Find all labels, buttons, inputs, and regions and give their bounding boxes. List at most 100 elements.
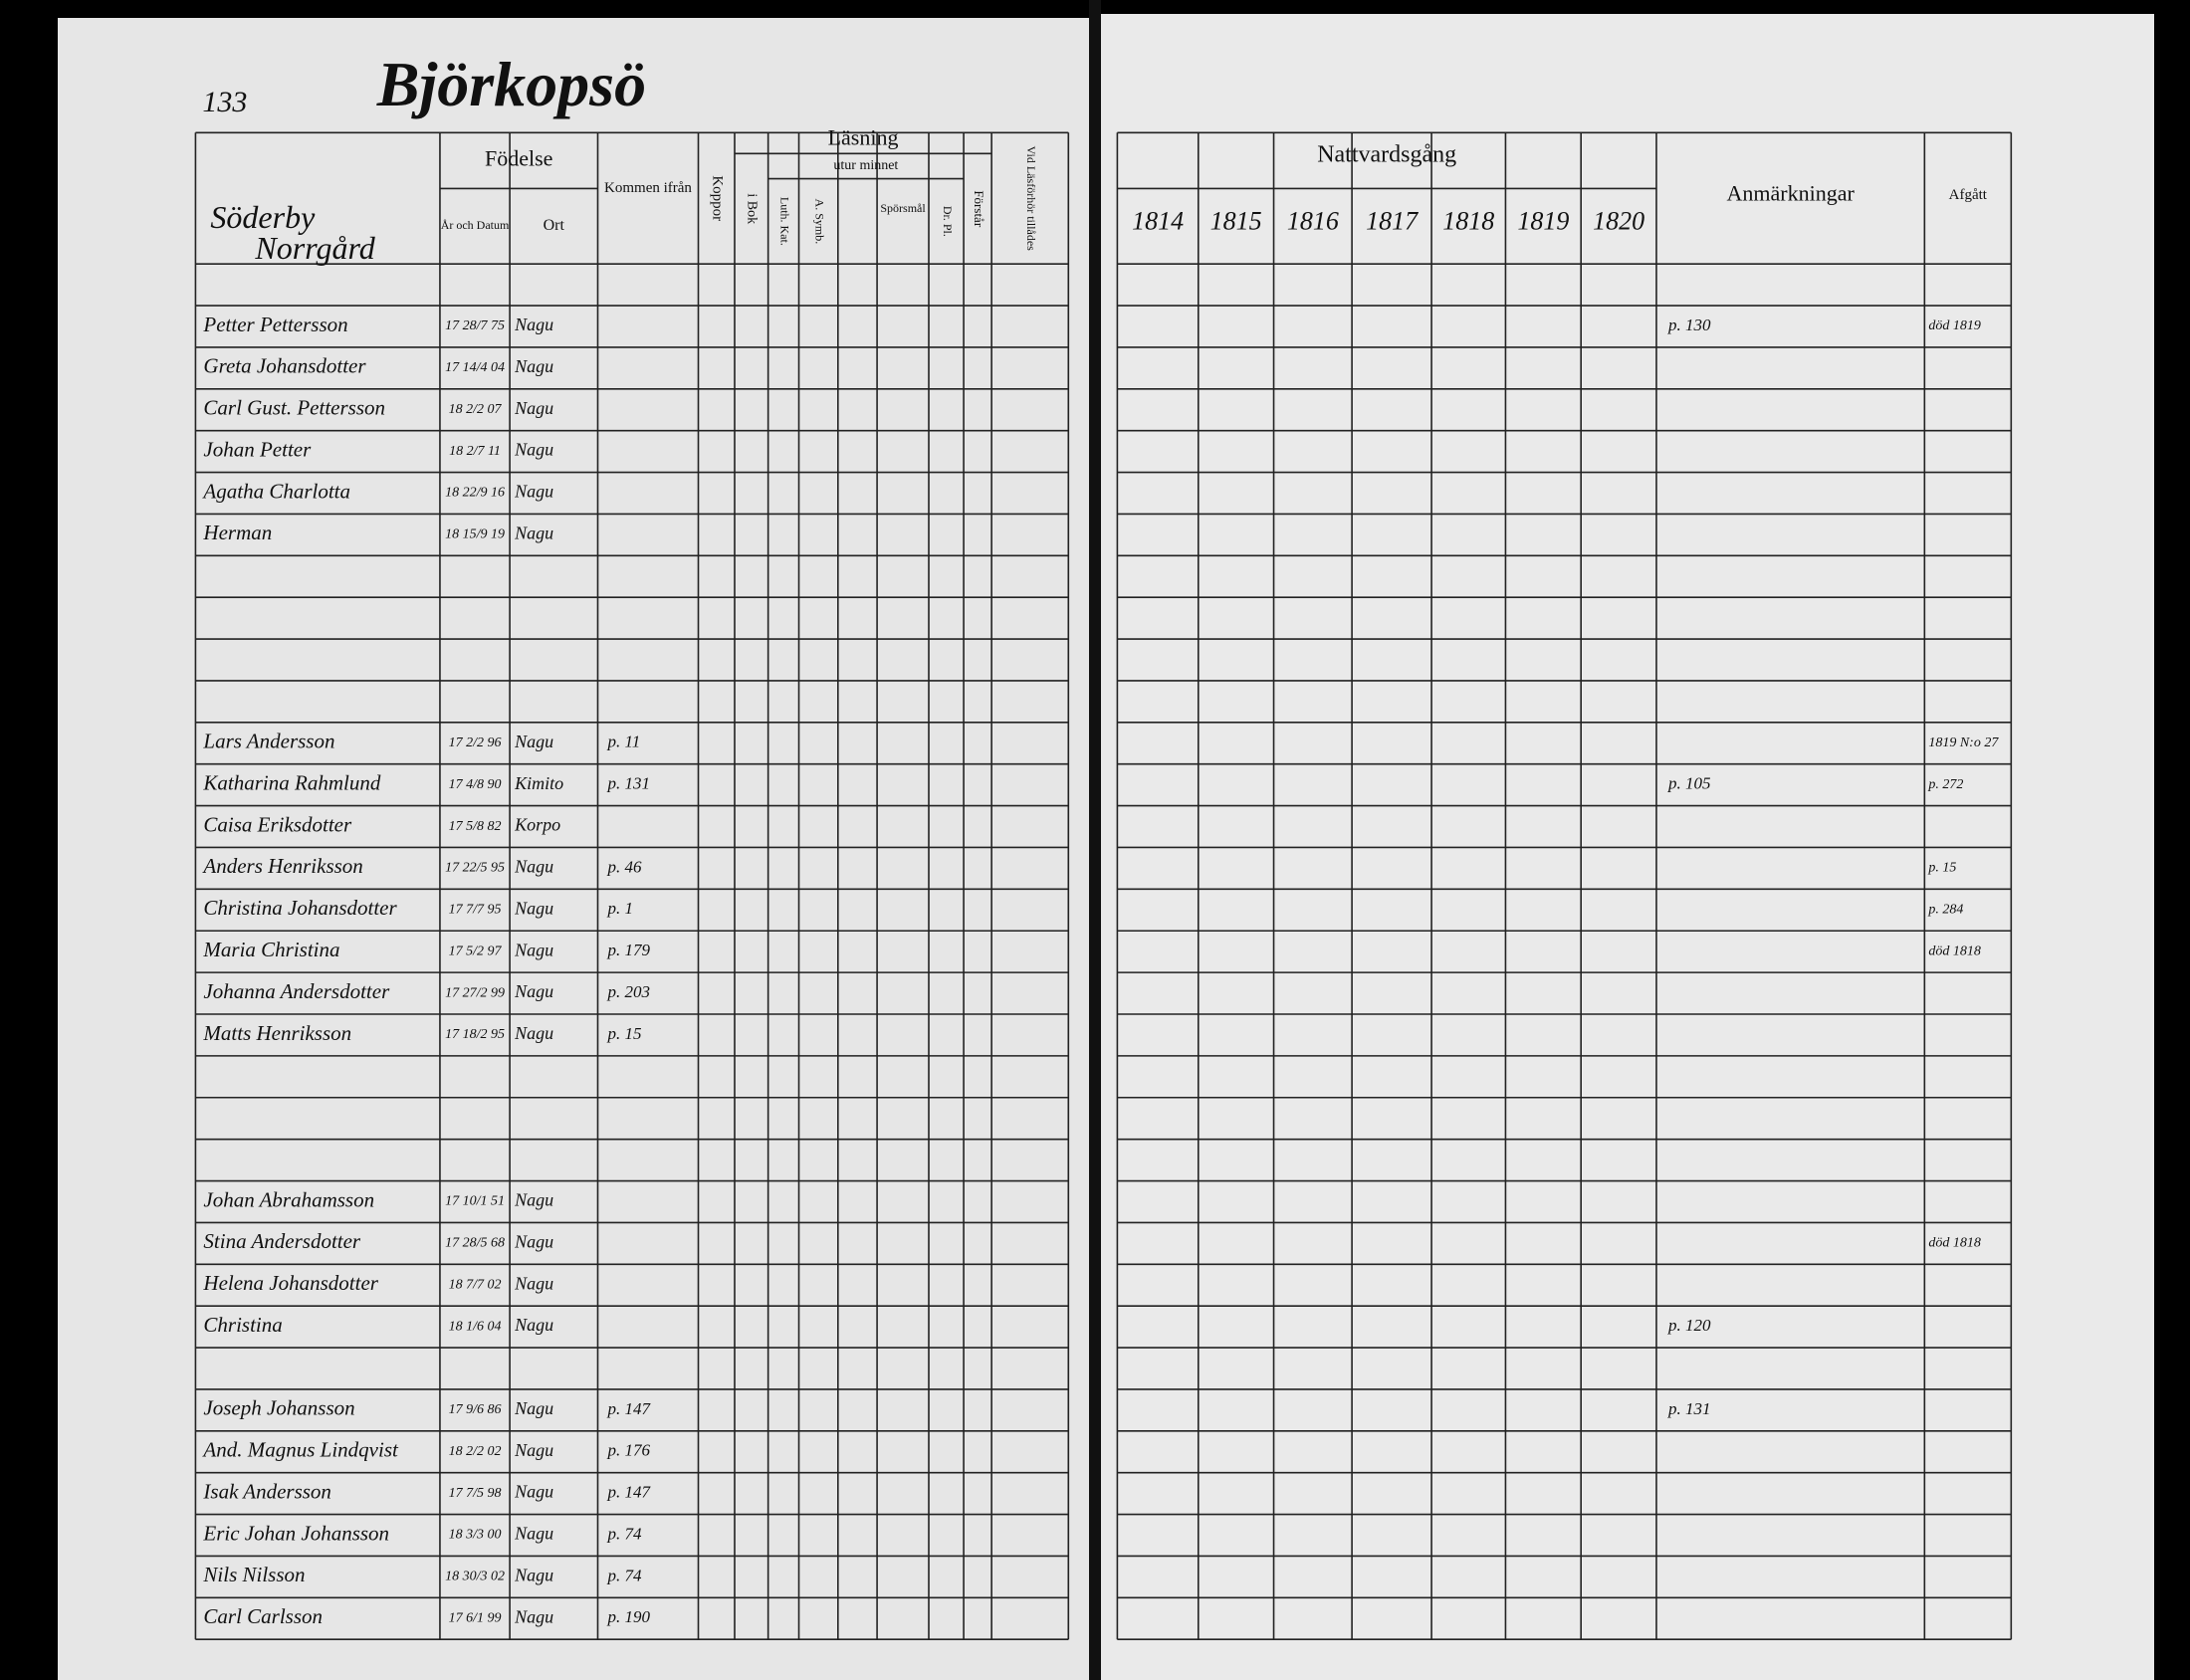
came-from: p. 11 bbox=[606, 733, 640, 751]
birth-place: Nagu bbox=[514, 1315, 553, 1335]
page-title: Björkopsö bbox=[376, 49, 646, 119]
birth-date: 18 15/9 19 bbox=[445, 527, 505, 542]
person-name: Carl Carlsson bbox=[203, 1604, 323, 1628]
birth-place: Nagu bbox=[514, 1482, 553, 1502]
birth-place: Nagu bbox=[514, 440, 553, 460]
birth-date: 17 18/2 95 bbox=[445, 1027, 505, 1042]
birth-place: Nagu bbox=[514, 1440, 553, 1460]
birth-date: 18 7/7 02 bbox=[449, 1277, 502, 1292]
place-name: Norrgård bbox=[254, 230, 375, 266]
person-name: Johan Abrahamsson bbox=[203, 1187, 374, 1211]
person-name: Anders Henriksson bbox=[201, 854, 362, 878]
ruling bbox=[194, 131, 2013, 1640]
column-header: Födelse bbox=[485, 145, 552, 170]
birth-date: 17 28/7 75 bbox=[445, 318, 505, 333]
person-name: Christina bbox=[203, 1313, 282, 1337]
remark: p. 131 bbox=[1667, 1399, 1711, 1418]
column-header: Nattvardsgång bbox=[1317, 142, 1456, 168]
birth-place: Nagu bbox=[514, 315, 553, 334]
birth-date: 18 3/3 00 bbox=[449, 1528, 502, 1543]
person-name: Johanna Andersdotter bbox=[203, 979, 390, 1003]
column-header: Anmärkningar bbox=[1726, 180, 1855, 205]
birth-date: 18 2/2 07 bbox=[449, 402, 503, 417]
birth-place: Nagu bbox=[514, 1565, 553, 1584]
person-name: Johan Petter bbox=[203, 437, 312, 461]
departed: död 1818 bbox=[1928, 1236, 1981, 1251]
came-from: p. 131 bbox=[606, 774, 650, 793]
came-from: p. 179 bbox=[606, 941, 650, 959]
person-name: Petter Pettersson bbox=[202, 313, 347, 336]
left-page bbox=[58, 18, 1093, 1680]
came-from: p. 46 bbox=[606, 857, 642, 876]
column-header: Kommen ifrån bbox=[604, 180, 692, 196]
column-header: i Bok bbox=[745, 193, 760, 224]
birth-place: Nagu bbox=[514, 524, 553, 543]
birth-date: 17 27/2 99 bbox=[445, 985, 505, 1000]
birth-date: 17 4/8 90 bbox=[449, 777, 502, 792]
birth-place: Nagu bbox=[514, 981, 553, 1001]
person-name: Nils Nilsson bbox=[202, 1563, 305, 1586]
year-header: 1815 bbox=[1210, 206, 1262, 235]
person-name: Matts Henriksson bbox=[202, 1021, 351, 1045]
remark: p. 105 bbox=[1667, 774, 1711, 793]
year-header: 1816 bbox=[1287, 206, 1339, 235]
came-from: p. 147 bbox=[606, 1399, 651, 1418]
column-header: Förstår bbox=[972, 190, 986, 228]
person-name: Stina Andersdotter bbox=[203, 1229, 361, 1253]
birth-place: Nagu bbox=[514, 898, 553, 918]
came-from: p. 176 bbox=[606, 1441, 650, 1460]
birth-place: Nagu bbox=[514, 1023, 553, 1043]
birth-date: 17 22/5 95 bbox=[445, 861, 505, 876]
birth-date: 17 5/8 82 bbox=[449, 819, 502, 834]
birth-place: Nagu bbox=[514, 1231, 553, 1251]
birth-place: Kimito bbox=[514, 773, 563, 793]
column-header: Vid Läsförhör tillådes bbox=[1024, 146, 1038, 252]
birth-place: Nagu bbox=[514, 356, 553, 376]
departed: död 1819 bbox=[1928, 318, 1981, 333]
birth-place: Nagu bbox=[514, 732, 553, 751]
person-name: Helena Johansdotter bbox=[202, 1271, 378, 1295]
departed: p. 284 bbox=[1927, 903, 1963, 918]
departed: 1819 N:o 27 bbox=[1928, 735, 1999, 750]
remark: p. 120 bbox=[1667, 1316, 1711, 1335]
person-name: Caisa Eriksdotter bbox=[203, 812, 352, 836]
came-from: p. 74 bbox=[606, 1566, 642, 1584]
person-name: And. Magnus Lindqvist bbox=[201, 1438, 399, 1462]
birth-date: 17 9/6 86 bbox=[449, 1402, 502, 1417]
birth-place: Nagu bbox=[514, 1606, 553, 1626]
birth-date: 17 6/1 99 bbox=[449, 1610, 502, 1625]
year-header: 1814 bbox=[1132, 206, 1184, 235]
spine bbox=[1089, 0, 1101, 1680]
person-name: Carl Gust. Pettersson bbox=[203, 396, 385, 420]
departed: p. 15 bbox=[1927, 861, 1956, 876]
birth-date: 18 30/3 02 bbox=[445, 1570, 505, 1584]
column-header: Luth. Kat. bbox=[777, 197, 791, 246]
column-header: Ort bbox=[544, 217, 565, 234]
birth-date: 17 7/7 95 bbox=[449, 903, 502, 918]
page-number: 133 bbox=[202, 86, 247, 118]
birth-place: Nagu bbox=[514, 1524, 553, 1544]
column-header: Koppor bbox=[709, 175, 725, 221]
person-name: Katharina Rahmlund bbox=[202, 770, 380, 794]
birth-place: Korpo bbox=[514, 815, 560, 835]
came-from: p. 1 bbox=[606, 899, 633, 918]
year-header: 1819 bbox=[1517, 206, 1569, 235]
birth-date: 18 22/9 16 bbox=[445, 486, 505, 501]
came-from: p. 74 bbox=[606, 1524, 642, 1543]
year-header: 1817 bbox=[1366, 206, 1419, 235]
birth-place: Nagu bbox=[514, 857, 553, 877]
birth-date: 17 2/2 96 bbox=[449, 735, 502, 750]
person-name: Greta Johansdotter bbox=[203, 354, 366, 378]
came-from: p. 190 bbox=[606, 1607, 650, 1626]
person-name: Lars Andersson bbox=[202, 730, 334, 753]
person-name: Maria Christina bbox=[202, 938, 339, 961]
column-header: Läsning bbox=[828, 124, 899, 149]
departed: p. 272 bbox=[1927, 777, 1963, 792]
place-name: Söderby bbox=[210, 199, 316, 235]
person-name: Eric Johan Johansson bbox=[202, 1521, 389, 1545]
column-header: Afgått bbox=[1949, 187, 1988, 203]
column-header: År och Datum bbox=[441, 218, 510, 232]
birth-place: Nagu bbox=[514, 1398, 553, 1418]
